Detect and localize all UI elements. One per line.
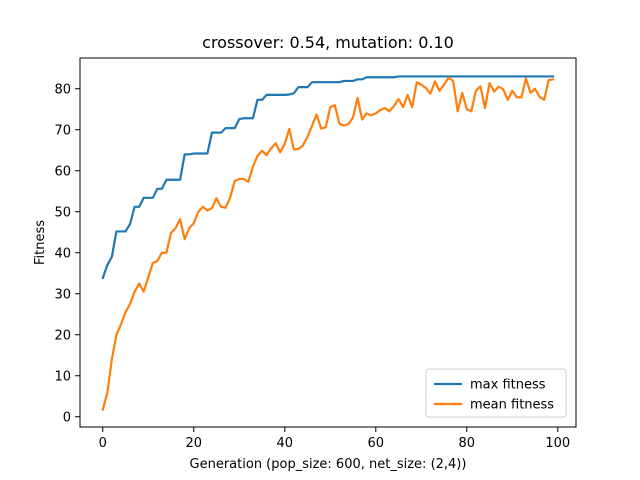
y-tick-label: 0: [63, 410, 71, 425]
x-tick-label: 60: [368, 436, 385, 451]
y-tick-label: 80: [54, 82, 71, 97]
axes: 0 20 40 60 80 100 0 10 20 30 40 50 60 70 80: [54, 82, 570, 451]
y-axis-label: Fitness: [33, 220, 48, 265]
legend: max fitness mean fitness: [425, 368, 567, 418]
series-line-max-fitness: [101, 75, 555, 280]
x-tick-label: 20: [185, 436, 202, 451]
legend-label: mean fitness: [470, 398, 554, 413]
y-tick-label: 70: [54, 123, 71, 138]
chart-title: crossover: 0.54, mutation: 0.10: [202, 33, 454, 52]
axes-frame: [79, 57, 577, 428]
y-tick-label: 10: [54, 369, 71, 384]
y-tick-label: 50: [54, 205, 71, 220]
y-tick-label: 30: [54, 287, 71, 302]
x-tick-label: 100: [545, 436, 570, 451]
y-tick-label: 40: [54, 246, 71, 261]
y-tick-label: 20: [54, 328, 71, 343]
legend-label: max fitness: [470, 378, 546, 393]
x-tick-label: 0: [99, 436, 107, 451]
y-tick-label: 60: [54, 164, 71, 179]
x-tick-label: 40: [276, 436, 293, 451]
x-tick-label: 80: [459, 436, 476, 451]
plot-area: [101, 75, 555, 411]
series-line-mean-fitness: [101, 76, 555, 411]
x-axis-label: Generation (pop_size: 600, net_size: (2,…: [190, 457, 467, 472]
